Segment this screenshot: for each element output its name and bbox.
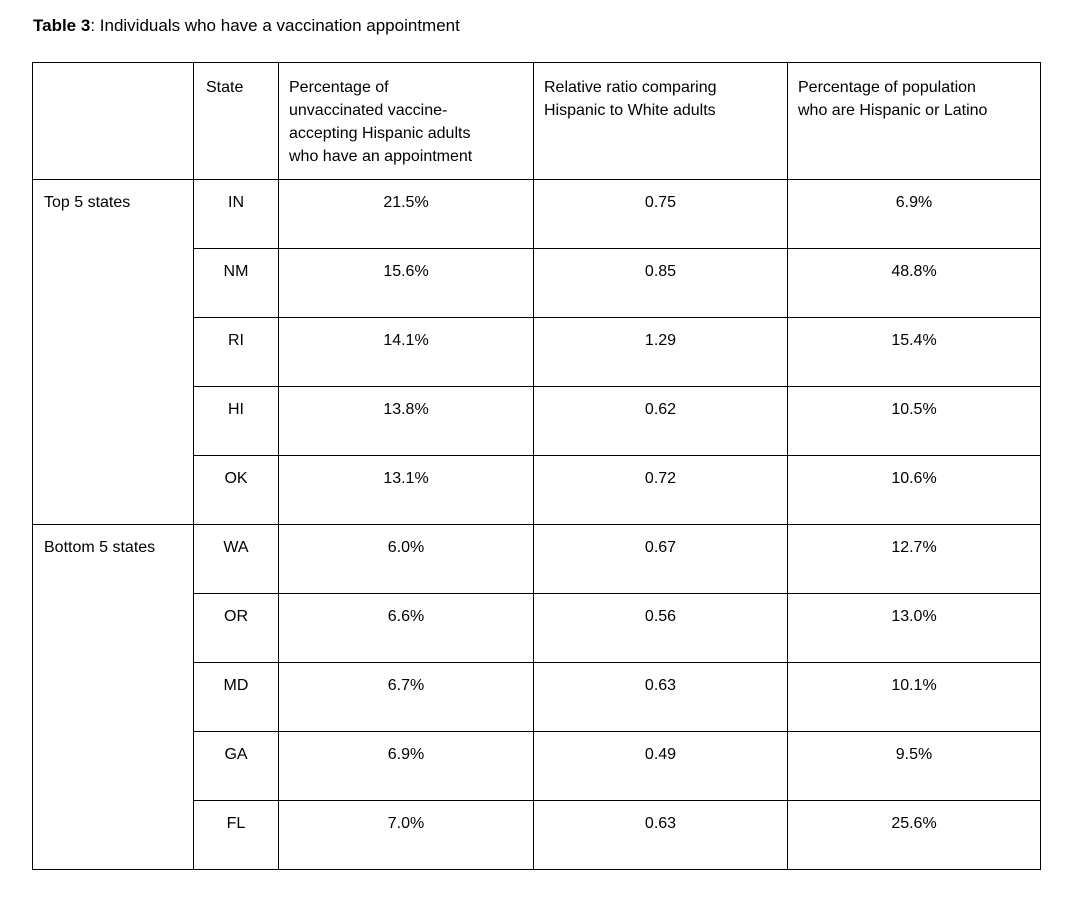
cell-pct-appointment: 21.5% xyxy=(278,179,534,249)
cell-state: WA xyxy=(193,524,279,594)
table-caption-label: Table 3 xyxy=(33,16,91,35)
cell-state: NM xyxy=(193,248,279,318)
cell-state: OK xyxy=(193,455,279,525)
table-row: NM 15.6% 0.85 48.8% xyxy=(33,248,1041,318)
table-row: OK 13.1% 0.72 10.6% xyxy=(33,455,1041,525)
table-caption: Table 3: Individuals who have a vaccinat… xyxy=(33,15,1072,37)
cell-pct-population: 25.6% xyxy=(787,800,1041,870)
cell-pct-appointment: 7.0% xyxy=(278,800,534,870)
header-pct-population: Percentage of population who are Hispani… xyxy=(787,62,1041,180)
table-row: MD 6.7% 0.63 10.1% xyxy=(33,662,1041,732)
header-state: State xyxy=(193,62,279,180)
header-relative-ratio: Relative ratio comparing Hispanic to Whi… xyxy=(533,62,788,180)
cell-relative-ratio: 0.62 xyxy=(533,386,788,456)
table-row: RI 14.1% 1.29 15.4% xyxy=(33,317,1041,387)
cell-pct-population: 13.0% xyxy=(787,593,1041,663)
cell-pct-appointment: 6.6% xyxy=(278,593,534,663)
cell-pct-population: 15.4% xyxy=(787,317,1041,387)
cell-pct-population: 12.7% xyxy=(787,524,1041,594)
header-pct-appointment: Percentage of unvaccinated vaccine- acce… xyxy=(278,62,534,180)
cell-relative-ratio: 0.85 xyxy=(533,248,788,318)
cell-pct-population: 9.5% xyxy=(787,731,1041,801)
table-row: Top 5 states IN 21.5% 0.75 6.9% xyxy=(32,179,1041,525)
cell-state: RI xyxy=(193,317,279,387)
table-row: GA 6.9% 0.49 9.5% xyxy=(33,731,1041,801)
cell-relative-ratio: 0.63 xyxy=(533,662,788,732)
cell-pct-appointment: 6.0% xyxy=(278,524,534,594)
cell-pct-appointment: 15.6% xyxy=(278,248,534,318)
cell-pct-population: 6.9% xyxy=(787,179,1041,249)
cell-pct-population: 10.1% xyxy=(787,662,1041,732)
cell-pct-population: 10.6% xyxy=(787,455,1041,525)
cell-relative-ratio: 0.72 xyxy=(533,455,788,525)
cell-state: IN xyxy=(193,179,279,249)
cell-pct-population: 10.5% xyxy=(787,386,1041,456)
group-label-bottom5: Bottom 5 states xyxy=(32,524,194,870)
cell-pct-appointment: 13.1% xyxy=(278,455,534,525)
table-row: OR 6.6% 0.56 13.0% xyxy=(33,593,1041,663)
table-row: Bottom 5 states WA 6.0% 0.67 12.7% xyxy=(32,524,1041,870)
data-table: State Percentage of unvaccinated vaccine… xyxy=(32,62,1041,870)
cell-pct-appointment: 14.1% xyxy=(278,317,534,387)
cell-state: HI xyxy=(193,386,279,456)
cell-relative-ratio: 0.75 xyxy=(533,179,788,249)
cell-state: OR xyxy=(193,593,279,663)
cell-relative-ratio: 0.56 xyxy=(533,593,788,663)
cell-state: MD xyxy=(193,662,279,732)
header-group-empty xyxy=(32,62,194,180)
table-caption-text: : Individuals who have a vaccination app… xyxy=(90,16,460,35)
table-row: FL 7.0% 0.63 25.6% xyxy=(33,800,1041,870)
cell-relative-ratio: 0.63 xyxy=(533,800,788,870)
cell-state: FL xyxy=(193,800,279,870)
group-label-top5: Top 5 states xyxy=(32,179,194,525)
table-row: HI 13.8% 0.62 10.5% xyxy=(33,386,1041,456)
cell-pct-population: 48.8% xyxy=(787,248,1041,318)
cell-pct-appointment: 6.7% xyxy=(278,662,534,732)
cell-relative-ratio: 0.67 xyxy=(533,524,788,594)
cell-pct-appointment: 6.9% xyxy=(278,731,534,801)
cell-relative-ratio: 0.49 xyxy=(533,731,788,801)
cell-pct-appointment: 13.8% xyxy=(278,386,534,456)
cell-state: GA xyxy=(193,731,279,801)
cell-relative-ratio: 1.29 xyxy=(533,317,788,387)
header-row: State Percentage of unvaccinated vaccine… xyxy=(32,62,1041,180)
